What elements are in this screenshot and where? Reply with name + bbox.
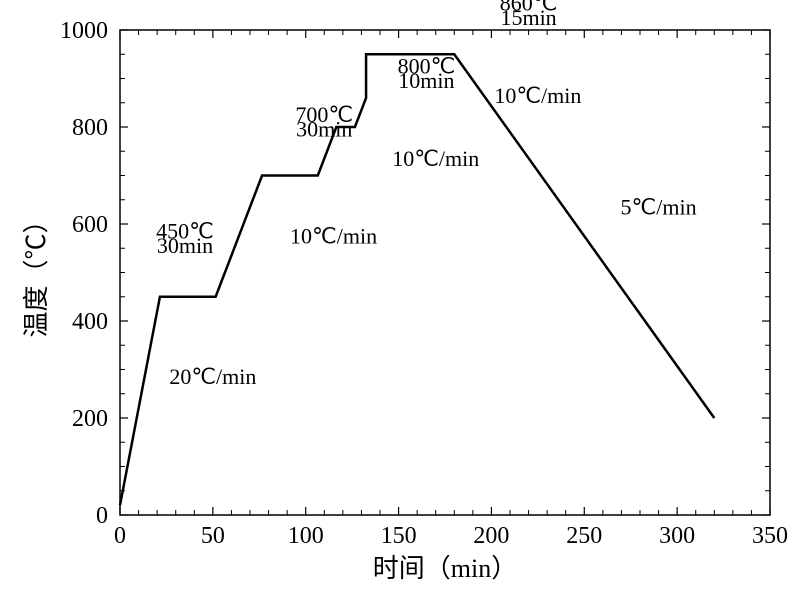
x-tick-label: 0 (114, 523, 126, 549)
x-tick-label: 350 (752, 523, 788, 549)
x-tick-label: 100 (288, 523, 324, 549)
annotation-a3_l2: 10min (398, 68, 454, 93)
annotation-a1_l2: 30min (157, 233, 213, 258)
x-tick-label: 200 (473, 523, 509, 549)
y-axis-label: 温度（℃） (22, 207, 51, 337)
y-tick-label: 1000 (60, 18, 108, 44)
y-tick-label: 800 (72, 115, 108, 141)
annotation-a4_l2: 15min (500, 5, 556, 30)
x-tick-label: 150 (381, 523, 417, 549)
annotation-r4: 10℃/min (494, 83, 581, 108)
y-tick-label: 600 (72, 212, 108, 238)
x-tick-label: 250 (566, 523, 602, 549)
x-tick-label: 300 (659, 523, 695, 549)
annotation-r1: 20℃/min (169, 364, 256, 389)
x-axis-label: 时间（min） (373, 554, 517, 583)
y-tick-label: 200 (72, 406, 108, 432)
y-tick-label: 0 (96, 503, 108, 529)
temperature-profile-chart: 0 50 100 150 200 250 300 350 0 200 400 600 800 1000 时间… (0, 0, 800, 595)
y-tick-label: 400 (72, 309, 108, 335)
x-tick-label: 50 (201, 523, 225, 549)
annotation-r3: 10℃/min (392, 146, 479, 171)
annotation-r2: 10℃/min (290, 223, 377, 248)
temperature-curve (120, 54, 714, 505)
annotation-a2_l2: 30min (296, 117, 352, 142)
annotation-r5: 5℃/min (621, 194, 697, 219)
